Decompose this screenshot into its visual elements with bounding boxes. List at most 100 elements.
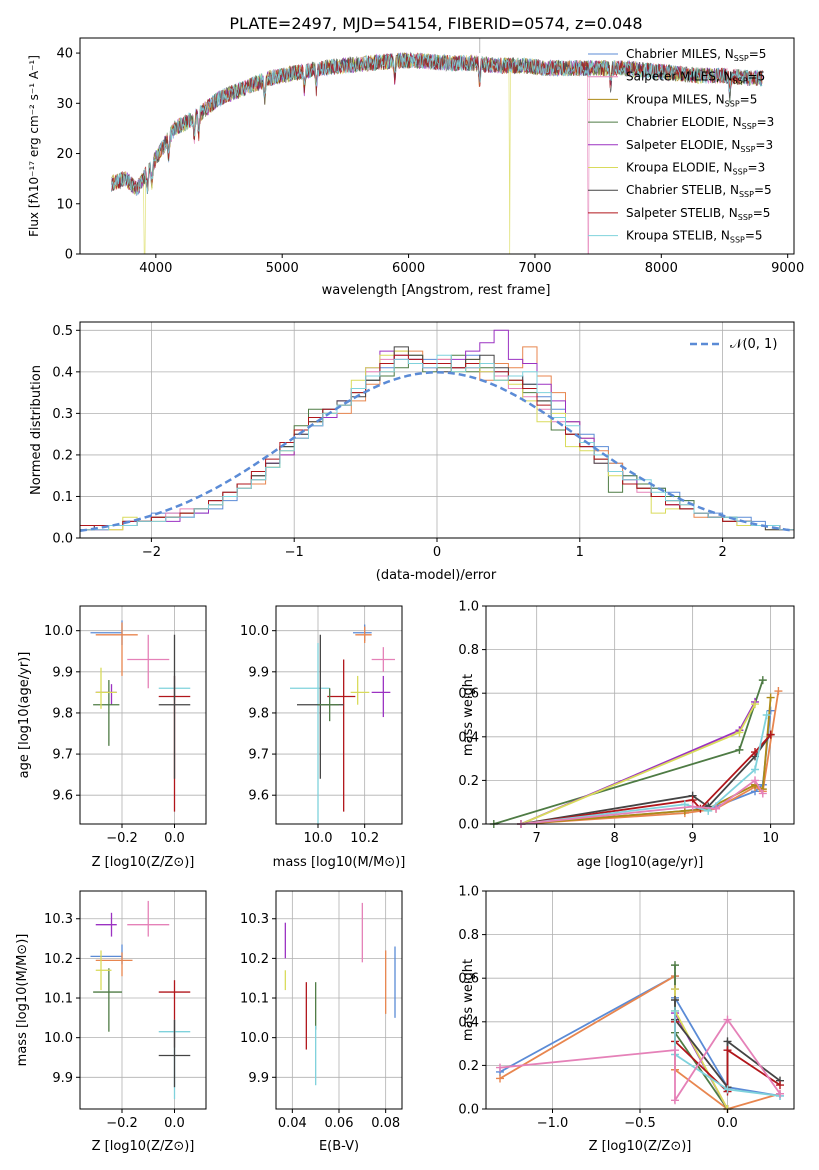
normal-distribution-curve: [79, 371, 795, 532]
y-tick-label: 40: [56, 47, 73, 62]
y-tick-label: 30: [56, 97, 73, 112]
mass-weight-point-marker: [751, 765, 760, 774]
y-tick-label: 10.3: [44, 912, 73, 927]
spectrum-ylabel: Flux [fλ10⁻¹⁷ erg cm⁻² s⁻¹ A⁻¹]: [27, 55, 41, 237]
spectrum-series-line: [111, 52, 763, 194]
mass-weight-point-marker: [496, 1074, 504, 1083]
x-tick-label: 10.0: [304, 831, 333, 846]
legend-label: Chabrier STELIB, NSSP=5: [626, 183, 772, 199]
mass-weight-point-marker: [671, 961, 679, 970]
mass-weight-series-line: [521, 690, 780, 825]
legend-label: Kroupa ELODIE, NSSP=3: [626, 161, 765, 177]
mass-weight-vs-z-xlabel: Z [log10(Z/Z⊙)]: [589, 1139, 692, 1154]
spectrum-frame: [79, 37, 795, 255]
y-tick-label: 0.4: [458, 730, 479, 745]
x-tick-label: 7: [533, 831, 541, 846]
x-tick-label: −1: [285, 545, 304, 560]
y-tick-label: 10.0: [240, 1031, 269, 1046]
page-title: PLATE=2497, MJD=54154, FIBERID=0574, z=0…: [229, 14, 642, 33]
mass-weight-point-marker: [723, 1037, 732, 1046]
y-tick-label: 9.9: [52, 1071, 73, 1086]
spectrum-series-line: [111, 53, 763, 196]
y-tick-label: 10.2: [240, 952, 269, 967]
y-tick-label: 9.6: [52, 789, 73, 804]
y-tick-label: 0: [65, 248, 73, 263]
x-tick-label: 9000: [771, 261, 804, 276]
mass-weight-vs-z-ylabel: mass weight: [461, 959, 476, 1041]
residual-histogram-series: [79, 354, 794, 538]
mass-weight-point-marker: [735, 745, 744, 754]
age-vs-z-frame: [79, 605, 207, 825]
y-tick-label: 10.0: [44, 624, 73, 639]
x-tick-label: −0.2: [106, 1116, 138, 1131]
y-tick-label: 0.6: [458, 687, 479, 702]
mass-weight-vs-age-xlabel: age [log10(age/yr)]: [577, 855, 704, 870]
age-vs-z-panel: −0.2 0.09.69.79.89.910.0 Z [log10(Z/Z⊙)] …: [17, 605, 207, 870]
y-tick-label: 0.3: [52, 407, 73, 422]
legend-label: Chabrier ELODIE, NSSP=3: [626, 115, 774, 131]
x-tick-label: 8: [611, 831, 619, 846]
y-tick-label: 10.1: [44, 992, 73, 1007]
residuals-legend: 𝒩(0, 1): [690, 337, 777, 352]
residuals-panel: −2 −1 0 1 2 0.0 0.1 0.2 0.3 0.4 0.5 (data-model)/e…: [29, 321, 795, 583]
y-tick-label: 0.2: [52, 448, 73, 463]
x-tick-label: 8000: [645, 261, 678, 276]
x-tick-label: 0: [433, 545, 441, 560]
legend-label: Kroupa STELIB, NSSP=5: [626, 229, 763, 245]
mass-vs-z-panel: −0.2 0.0 9.9 10.0 10.1 10.2 10.3 Z [log10(Z/Z⊙…: [15, 890, 207, 1154]
mass-weight-vs-age-frame: [485, 605, 795, 825]
x-tick-label: −0.5: [624, 1116, 656, 1131]
mass-weight-point-marker: [776, 1081, 784, 1090]
y-tick-label: 0.2: [458, 774, 479, 789]
x-tick-label: 0.04: [278, 1116, 307, 1131]
y-tick-label: 0.1: [52, 490, 73, 505]
spectrum-xlabel: wavelength [Angstrom, rest frame]: [322, 283, 551, 298]
x-tick-label: 4000: [139, 261, 172, 276]
y-tick-label: 9.7: [52, 748, 73, 763]
mass-weight-point-marker: [751, 776, 760, 785]
legend-label: Salpeter STELIB, NSSP=5: [626, 206, 770, 222]
residuals-xlabel: (data-model)/error: [376, 568, 497, 583]
x-tick-label: 5000: [266, 261, 299, 276]
mass-weight-point-marker: [688, 802, 697, 811]
y-tick-label: 1.0: [458, 885, 479, 900]
mass-vs-z-frame: [79, 890, 207, 1110]
x-tick-label: 10.2: [350, 831, 379, 846]
mass-weight-point-marker: [751, 748, 760, 757]
y-tick-label: 10.2: [44, 952, 73, 967]
mass-weight-point-marker: [735, 728, 744, 737]
x-tick-label: 0.0: [164, 1116, 185, 1131]
y-tick-label: 10: [56, 197, 73, 212]
mass-weight-point-marker: [671, 1046, 679, 1055]
legend-label: Chabrier MILES, NSSP=5: [626, 47, 766, 63]
x-tick-label: −0.2: [106, 831, 138, 846]
mass-weight-point-marker: [712, 804, 721, 813]
mass-weight-point-marker: [758, 676, 767, 685]
x-tick-label: 0.0: [717, 1116, 738, 1131]
y-tick-label: 0.6: [458, 972, 479, 987]
y-tick-label: 20: [56, 147, 73, 162]
mass-weight-point-marker: [758, 789, 767, 798]
x-tick-label: −1.0: [537, 1116, 569, 1131]
normal-legend-label: 𝒩(0, 1): [730, 337, 777, 352]
mass-weight-point-marker: [723, 1046, 732, 1055]
mass-weight-point-marker: [766, 693, 775, 702]
x-tick-label: 0.08: [371, 1116, 400, 1131]
x-tick-label: 7000: [518, 261, 551, 276]
age-vs-mass-frame: [275, 605, 403, 825]
age-vs-mass-xlabel: mass [log10(M/M⊙)]: [273, 855, 406, 870]
y-tick-label: 9.9: [248, 1071, 269, 1086]
mass-weight-vs-age-ylabel: mass weight: [461, 674, 476, 756]
legend-label: Salpeter MILES, NSSP=5: [626, 70, 765, 86]
x-tick-label: −2: [142, 545, 161, 560]
y-tick-label: 10.0: [240, 624, 269, 639]
mass-weight-point-marker: [762, 711, 771, 719]
y-tick-label: 0.0: [52, 532, 73, 547]
y-tick-label: 0.8: [458, 643, 479, 658]
y-tick-label: 0.4: [458, 1015, 479, 1030]
x-tick-label: 6000: [392, 261, 425, 276]
mass-weight-point-marker: [723, 1085, 732, 1094]
legend-label: Kroupa MILES, NSSP=5: [626, 92, 757, 108]
y-tick-label: 1.0: [458, 600, 479, 615]
